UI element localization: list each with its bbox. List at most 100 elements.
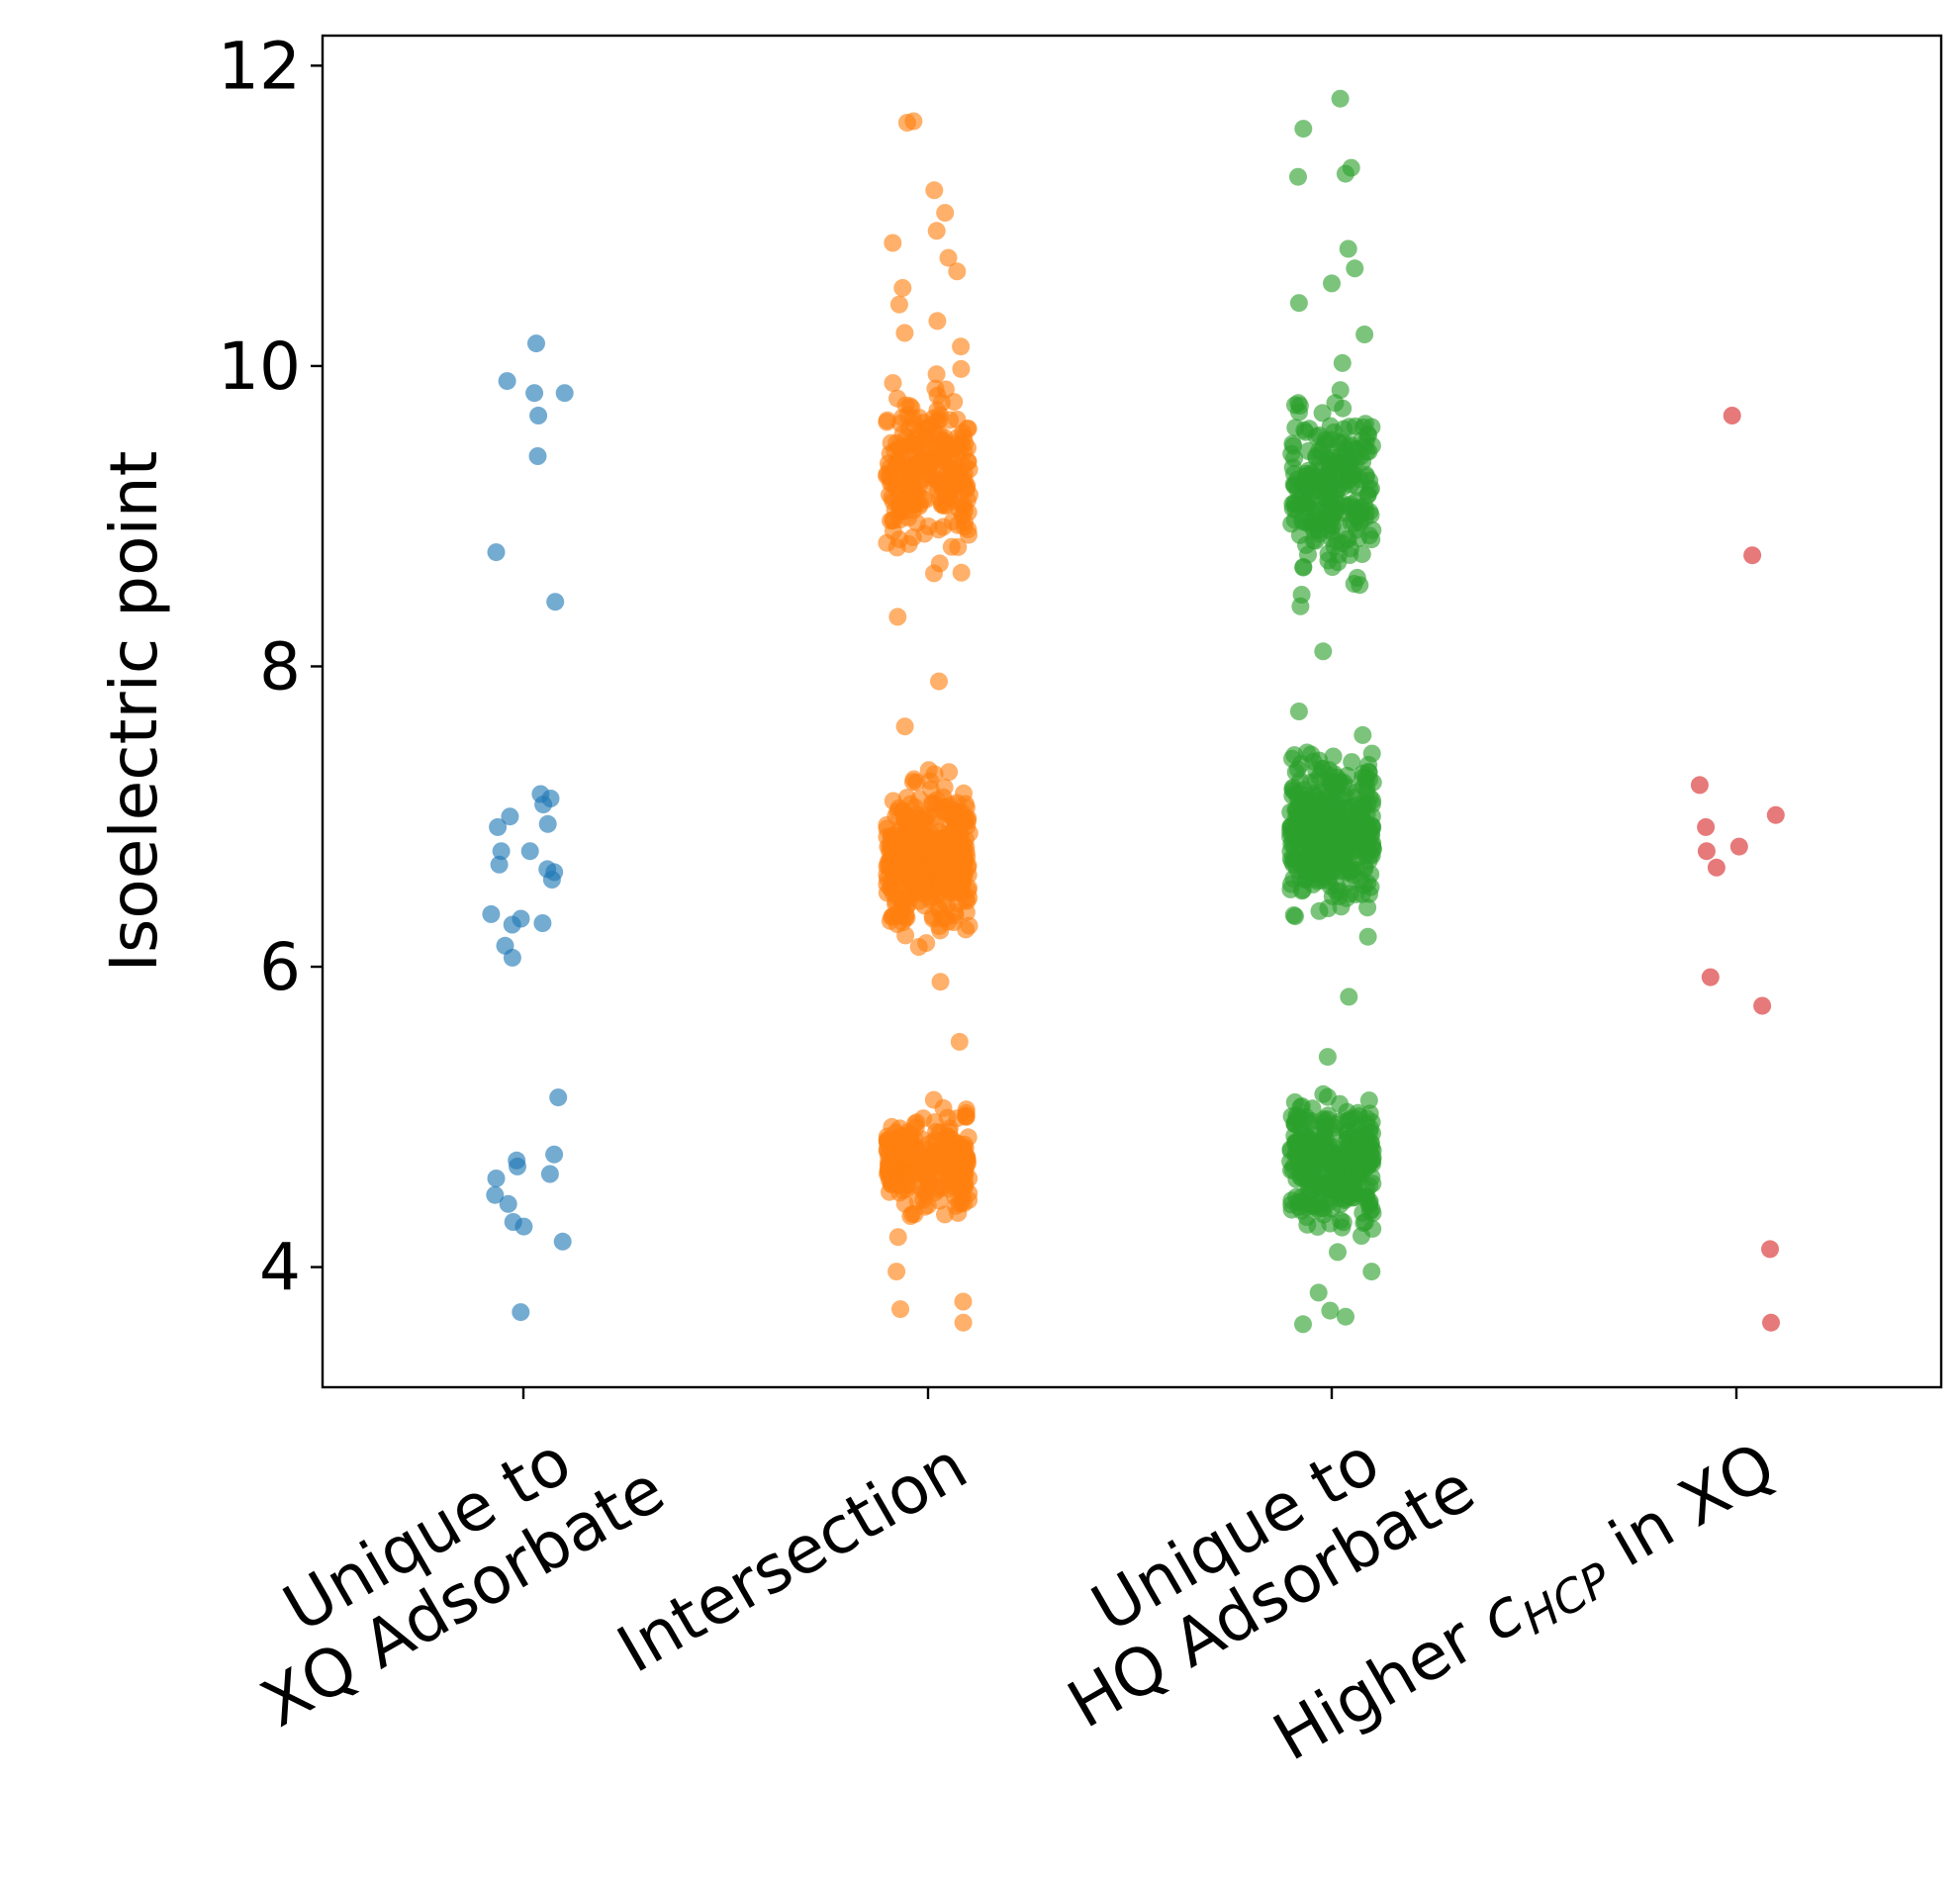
data-point [1314,642,1333,661]
data-point [1358,898,1377,917]
data-point [1290,525,1309,544]
data-point [1328,768,1347,787]
data-point [1289,294,1308,313]
data-point [1329,553,1348,572]
data-point [937,845,956,864]
data-point [958,491,977,510]
data-point [1357,1179,1376,1198]
data-point [1753,996,1772,1015]
data-point [1351,1131,1369,1150]
data-point [1339,239,1357,258]
data-point [897,1165,916,1183]
data-point [893,1181,912,1200]
data-point [1342,1109,1360,1128]
data-point [1285,1093,1304,1111]
data-point [1326,394,1345,413]
data-point [932,1178,951,1197]
data-point [928,312,947,330]
data-point [1329,1243,1347,1262]
data-point [540,1165,559,1183]
data-point [893,279,912,297]
data-point [954,848,973,867]
data-point [1319,899,1338,917]
data-point [917,873,936,892]
data-point [538,814,557,833]
data-point [1353,725,1372,744]
data-point [935,1135,954,1154]
data-point [503,948,521,967]
data-point [891,852,910,870]
data-point [486,1185,505,1204]
data-point [1743,546,1762,565]
y-tick-label: 8 [259,628,301,705]
data-point [514,1217,533,1236]
data-point [1301,844,1320,863]
data-point [1293,1192,1311,1211]
data-point [931,973,950,991]
data-point [509,1157,526,1175]
data-point [1295,798,1314,816]
data-point [542,871,561,889]
data-point [917,934,936,953]
data-point [1300,420,1319,438]
data-point [1331,882,1350,900]
data-point [1284,1157,1303,1175]
data-point [1318,1048,1337,1067]
data-point [896,831,915,850]
data-point [1302,513,1320,531]
data-point [487,1170,506,1187]
data-point [884,234,902,252]
data-point [1294,120,1313,139]
data-point [889,295,908,314]
data-point [487,543,506,562]
data-point [930,554,949,573]
data-point [1323,517,1342,535]
data-point [533,914,552,932]
data-point [939,248,958,267]
data-point [888,1228,907,1247]
data-point [918,419,936,437]
data-point [941,411,960,429]
data-point [1294,812,1313,831]
data-point [927,365,946,384]
data-point [1289,167,1307,186]
data-point [1297,1208,1316,1226]
data-point [1322,1144,1341,1163]
data-point [952,563,971,582]
data-point [1359,1091,1378,1110]
data-point [904,456,923,475]
data-point [1356,772,1375,790]
data-point [1321,1301,1340,1320]
data-point [1762,1313,1780,1332]
data-point [1323,274,1341,293]
data-point [1697,817,1716,836]
data-point [1357,1109,1376,1128]
data-point [498,372,516,391]
data-point [887,454,906,473]
x-tick-label-line: Intersection [605,1428,980,1688]
data-point [489,817,508,836]
data-point [1309,1283,1328,1302]
data-point [1314,1205,1333,1224]
data-point [512,1303,530,1322]
data-point [1363,795,1381,813]
data-point [1337,1307,1354,1326]
data-point [910,790,929,808]
data-point [1761,1240,1779,1259]
data-point [1312,783,1331,801]
x-tick-label: Intersection [605,1428,980,1688]
data-point [1346,259,1364,278]
data-point [1348,439,1366,458]
data-point [490,855,509,874]
data-point [896,926,915,945]
y-tick-label: 10 [218,329,301,405]
data-point [1723,407,1741,424]
data-point [1340,987,1358,1006]
data-point [959,520,978,539]
y-axis: 4 6 8 10 12 [218,28,323,1306]
data-point [1338,529,1356,548]
data-point [1353,811,1372,830]
data-point [1362,744,1381,763]
